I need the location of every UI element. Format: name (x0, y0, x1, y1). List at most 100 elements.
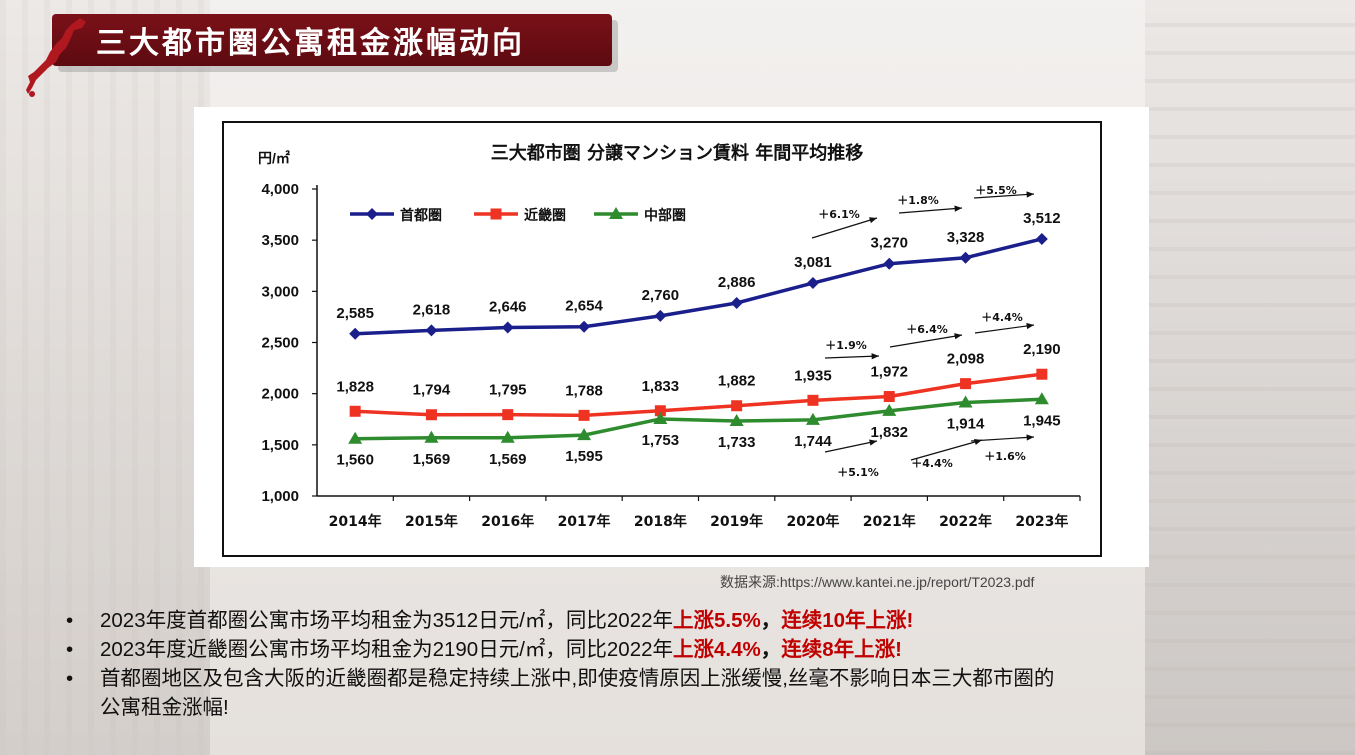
data-point (578, 320, 591, 333)
x-tick-label: 2021年 (863, 513, 916, 530)
x-tick-label: 2023年 (1015, 513, 1068, 530)
bullet-list: • 2023年度首都圈公寓市场平均租金为3512日元/㎡，同比2022年上涨5.5… (66, 606, 1306, 722)
data-label: 1,595 (565, 448, 603, 465)
legend-marker (490, 208, 502, 220)
data-point (577, 428, 592, 441)
data-label: 2,585 (336, 305, 374, 322)
bullet-text: 2023年度近畿圈公寓市场平均租金为2190日元/㎡，同比2022年 (100, 638, 674, 661)
data-label: 2,618 (413, 301, 451, 318)
data-label: 1,753 (642, 432, 680, 449)
line-chart: 三大都市圏 分譲マンション賃料 年間平均推移 円/㎡ 1,000 1,500 2,000… (258, 142, 1081, 530)
legend-label: 首都圏 (400, 207, 442, 224)
data-point (502, 409, 514, 421)
data-label: 3,512 (1023, 210, 1061, 227)
growth-arrow-head (1026, 191, 1034, 198)
growth-label: ＋6.1% (818, 208, 860, 221)
data-label: 3,081 (794, 254, 832, 271)
growth-label: ＋4.4% (981, 311, 1023, 324)
data-label: 1,795 (489, 382, 527, 399)
bullet-text: 2023年度首都圈公寓市场平均租金为3512日元/㎡，同比2022年 (100, 609, 674, 632)
data-point (654, 309, 667, 322)
data-point (654, 405, 666, 417)
growth-label: ＋1.6% (984, 450, 1026, 463)
data-point (1034, 392, 1049, 405)
growth-arrow (973, 193, 1035, 199)
legend-label: 中部圏 (644, 207, 686, 224)
data-point (1036, 368, 1048, 380)
x-tick-label: 2016年 (481, 513, 534, 530)
data-point (959, 251, 972, 264)
data-point (349, 327, 362, 340)
x-tick-label: 2019年 (710, 513, 763, 530)
data-point (348, 431, 363, 444)
source-note: 数据来源:https://www.kantei.ne.jp/report/T20… (720, 574, 1035, 590)
bullet-item: • 首都圈地区及包含大阪的近畿圈都是稳定持续上涨中,即使疫情原因上涨缓慢,丝毫不影… (66, 664, 1306, 722)
data-label: 2,646 (489, 299, 527, 316)
data-point (1035, 232, 1048, 245)
growth-label: ＋5.1% (837, 466, 879, 479)
y-tick-label: 2,500 (261, 335, 299, 352)
growth-arrow-head (1026, 322, 1034, 330)
background-right-building (1145, 0, 1355, 755)
data-label: 1,560 (336, 452, 374, 469)
data-point (500, 430, 515, 443)
bullet-dot: • (66, 609, 74, 632)
data-point (425, 324, 438, 337)
chart-frame (222, 121, 1102, 557)
data-point (501, 321, 514, 334)
data-point (805, 412, 820, 425)
growth-arrow (889, 334, 963, 348)
growth-arrow-head (869, 217, 877, 224)
x-tick-label: 2022年 (939, 513, 992, 530)
page-title: 三大都市圏公寓租金涨幅动向 (96, 26, 525, 61)
x-tick-label: 2015年 (405, 513, 458, 530)
growth-arrow-head (869, 439, 877, 446)
series-line (355, 237, 1043, 336)
growth-arrow (824, 440, 878, 453)
growth-arrow-head (1026, 434, 1034, 441)
growth-arrow-head (954, 205, 962, 212)
legend-marker (366, 208, 378, 220)
growth-arrow-head (954, 333, 962, 340)
data-label: 1,972 (870, 364, 908, 381)
data-label: 2,654 (565, 298, 603, 315)
data-label: 1,733 (718, 434, 756, 451)
data-point (883, 257, 896, 270)
data-label: 3,270 (870, 235, 908, 252)
data-label: 1,744 (794, 433, 832, 450)
data-label: 2,760 (642, 287, 680, 304)
data-point (882, 403, 897, 416)
series-line (355, 397, 1042, 441)
growth-arrow-head (871, 353, 879, 360)
japan-map-icon (26, 18, 86, 97)
data-point (578, 409, 590, 421)
bullet-separator: ， (760, 609, 782, 632)
data-label: 2,190 (1023, 341, 1061, 358)
growth-label: ＋4.4% (911, 457, 953, 470)
data-point (883, 391, 895, 403)
growth-arrow (824, 355, 880, 359)
data-point (425, 409, 437, 421)
data-label: 2,098 (947, 351, 985, 368)
bullet-highlight: 上涨5.5% (673, 609, 761, 632)
growth-label: ＋1.8% (897, 194, 939, 207)
data-point (806, 277, 819, 290)
data-label: 1,833 (642, 378, 680, 395)
y-tick-label: 1,000 (261, 488, 299, 505)
y-axis-unit-label: 円/㎡ (258, 150, 290, 166)
x-tick-label: 2014年 (329, 513, 382, 530)
title-banner (52, 14, 612, 66)
bullet-separator: ， (760, 638, 782, 661)
bullet-dot: • (66, 638, 74, 661)
data-point (729, 413, 744, 426)
data-point (653, 411, 668, 424)
x-tick-label: 2018年 (634, 513, 687, 530)
bullet-highlight: 连续8年上涨! (781, 638, 902, 661)
growth-label: ＋5.5% (975, 184, 1017, 197)
growth-label: ＋6.4% (906, 323, 948, 336)
data-label: 1,945 (1023, 412, 1061, 429)
data-label: 1,832 (870, 424, 908, 441)
legend-marker (609, 207, 623, 219)
y-tick-label: 3,000 (261, 283, 299, 300)
growth-arrow (974, 324, 1035, 334)
